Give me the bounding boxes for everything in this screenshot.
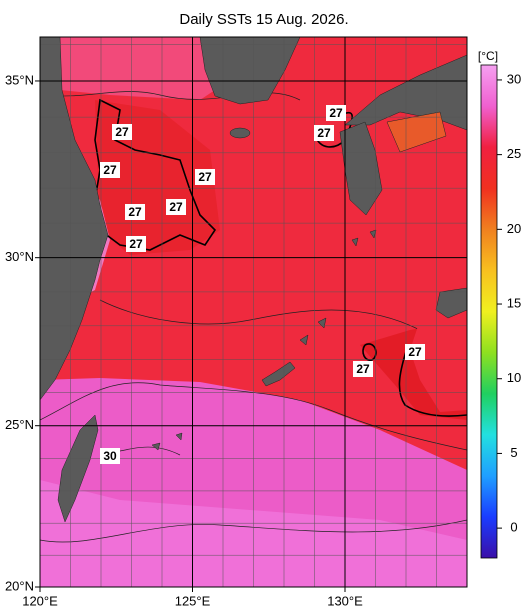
map-body: 27 27 27 27 27 27 27 27 27 27 30 [40,37,467,587]
colorbar-tick-label: 30 [507,71,521,86]
contour-label-box [100,448,120,464]
contour-label-box [353,361,373,377]
title: Daily SSTs 15 Aug. 2026. [179,11,348,28]
colorbar-tick-label: 25 [507,146,521,161]
y-tick-label: 25°N [5,417,34,432]
graticule [40,37,467,587]
colorbar-tick-label: 5 [510,445,517,460]
contour-label-box [100,162,120,178]
contour-label-box [405,344,425,360]
colorbar-tick-label: 20 [507,221,521,236]
contour-label-box [326,105,346,121]
contour-label: 27 [103,163,117,177]
contour-label: 27 [128,205,142,219]
colorbar [480,64,498,559]
y-tick-label: 20°N [5,578,34,593]
colorbar-ticks: 0 5 10 15 20 25 30 [497,71,521,535]
colorbar-unit: [°C] [478,49,498,63]
contour-label: 27 [115,125,129,139]
x-tick-label: 120°E [22,593,58,608]
colorbar-tick-label: 15 [507,295,521,310]
colorbar-tick-label: 10 [507,370,521,385]
y-tick-label: 35°N [5,72,34,87]
contour-label-box [166,199,186,215]
axes: 120°E 125°E 130°E 20°N 25°N 30°N 35°N [5,72,363,608]
contour-label: 27 [356,362,370,376]
contour-label: 27 [129,237,143,251]
contour-labels: 27 27 27 27 27 27 27 27 27 27 30 [100,105,425,464]
map-frame [39,36,468,588]
contour-label: 27 [329,106,343,120]
contour-label-box [314,125,334,141]
contour-label: 27 [408,345,422,359]
contour-label-box [112,124,132,140]
cool-water [40,37,230,100]
contour-label: 27 [198,170,212,184]
contour-label: 27 [169,200,183,214]
contour-label-box [126,236,146,252]
y-tick-label: 30°N [5,249,34,264]
contour-label-box [195,169,215,185]
contour-label-box [125,204,145,220]
x-tick-label: 125°E [175,593,211,608]
contour-label: 30 [103,449,117,463]
contour-label: 27 [317,126,331,140]
x-tick-label: 130°E [327,593,363,608]
colorbar-tick-label: 0 [510,520,517,535]
